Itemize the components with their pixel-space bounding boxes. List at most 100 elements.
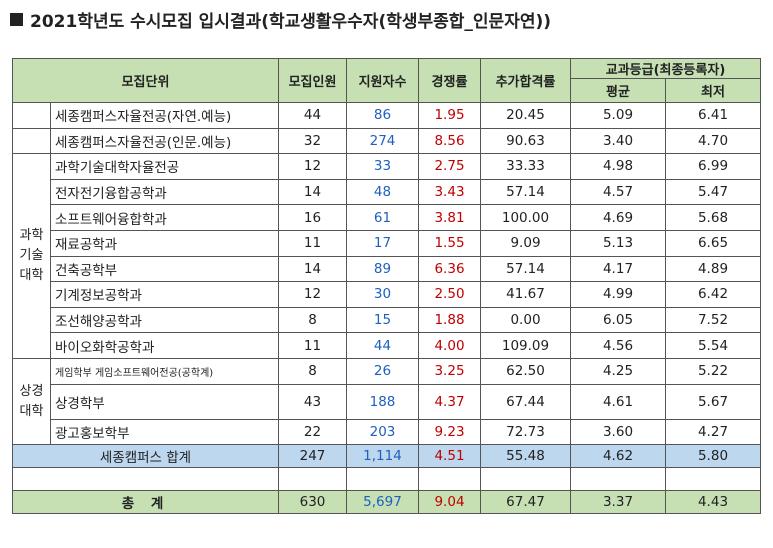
quota-cell: 630 xyxy=(278,490,347,515)
avg-cell: 5.09 xyxy=(570,102,666,129)
applicants-cell: 48 xyxy=(346,178,419,206)
unit-name: 상경학부 xyxy=(50,383,279,420)
applicants-cell: 44 xyxy=(346,332,419,359)
table-row: 광고홍보학부 22 203 9.23 72.73 3.60 4.27 xyxy=(13,418,761,446)
extra-cell: 90.63 xyxy=(480,127,571,155)
avg-cell: 4.57 xyxy=(570,178,666,206)
header-ratio: 경쟁률 xyxy=(418,58,481,103)
quota-cell: 14 xyxy=(278,178,347,206)
table-row: 세종캠퍼스자율전공(인문.예능) 32 274 8.56 90.63 3.40 … xyxy=(12,127,761,155)
avg-cell: 4.62 xyxy=(570,444,666,469)
min-cell: 4.27 xyxy=(665,418,761,446)
applicants-cell: 203 xyxy=(346,418,419,446)
college-sci: 과학 기술 대학 xyxy=(12,153,51,359)
header-unit: 모집단위 xyxy=(12,58,279,103)
min-cell: 5.80 xyxy=(665,444,761,469)
quota-cell: 12 xyxy=(278,281,347,308)
unit-name: 광고홍보학부 xyxy=(50,418,279,446)
extra-cell: 100.00 xyxy=(480,204,571,231)
min-cell: 5.54 xyxy=(665,332,761,359)
min-cell: 5.67 xyxy=(665,383,761,420)
unit-name: 재료공학과 xyxy=(50,229,279,257)
min-cell: 5.68 xyxy=(665,204,761,231)
unit-name: 조선해양공학과 xyxy=(50,306,279,334)
min-cell: 4.43 xyxy=(665,490,761,515)
header-applicants: 지원자수 xyxy=(346,58,419,103)
extra-cell: 72.73 xyxy=(480,418,571,446)
applicants-cell: 1,114 xyxy=(346,444,419,469)
total-label: 총 계 xyxy=(12,490,279,515)
college-biz: 상경 대학 xyxy=(12,357,51,446)
unit-name: 바이오화학공학과 xyxy=(50,332,279,359)
ratio-cell: 3.25 xyxy=(418,357,481,385)
applicants-cell: 33 xyxy=(346,153,419,180)
ratio-cell: 2.50 xyxy=(418,281,481,308)
header-min: 최저 xyxy=(665,78,761,103)
table-row: 기계정보공학과 12 30 2.50 41.67 4.99 6.42 xyxy=(13,281,761,308)
ratio-cell: 6.36 xyxy=(418,255,481,283)
extra-cell: 9.09 xyxy=(480,229,571,257)
table-row: 상경학부 43 188 4.37 67.44 4.61 5.67 xyxy=(13,383,761,420)
avg-cell: 4.98 xyxy=(570,153,666,180)
header-extra: 추가합격률 xyxy=(480,58,571,103)
extra-cell: 55.48 xyxy=(480,444,571,469)
extra-cell: 33.33 xyxy=(480,153,571,180)
applicants-cell: 15 xyxy=(346,306,419,334)
extra-cell: 62.50 xyxy=(480,357,571,385)
results-table: 모집단위 모집인원 지원자수 경쟁률 추가합격률 교과등급(최종등록자) 평균 … xyxy=(12,58,761,515)
applicants-cell: 17 xyxy=(346,229,419,257)
quota-cell: 32 xyxy=(278,127,347,155)
avg-cell: 6.05 xyxy=(570,306,666,334)
quota-cell: 14 xyxy=(278,255,347,283)
unit-name: 게임학부 게임소프트웨어전공(공학계) xyxy=(50,357,279,385)
applicants-cell: 89 xyxy=(346,255,419,283)
applicants-cell: 86 xyxy=(346,102,419,129)
header-grade-group: 교과등급(최종등록자) xyxy=(570,58,761,79)
quota-cell: 247 xyxy=(278,444,347,469)
avg-cell: 3.37 xyxy=(570,490,666,515)
min-cell: 4.89 xyxy=(665,255,761,283)
quota-cell: 11 xyxy=(278,332,347,359)
min-cell: 6.41 xyxy=(665,102,761,129)
table-row: 세종캠퍼스자율전공(자연.예능) 44 86 1.95 20.45 5.09 6… xyxy=(12,102,761,129)
avg-cell: 4.25 xyxy=(570,357,666,385)
unit-name: 전자전기융합공학과 xyxy=(50,178,279,206)
applicants-cell: 5,697 xyxy=(346,490,419,515)
ratio-cell: 4.37 xyxy=(418,383,481,420)
quota-cell: 16 xyxy=(278,204,347,231)
table-row: 소프트웨어융합학과 16 61 3.81 100.00 4.69 5.68 xyxy=(13,204,761,231)
subtotal-row: 세종캠퍼스 합계 247 1,114 4.51 55.48 4.62 5.80 xyxy=(12,444,761,469)
table-row: 건축공학부 14 89 6.36 57.14 4.17 4.89 xyxy=(13,255,761,283)
applicants-cell: 274 xyxy=(346,127,419,155)
min-cell: 6.42 xyxy=(665,281,761,308)
ratio-cell: 4.51 xyxy=(418,444,481,469)
college-cell xyxy=(12,102,51,129)
extra-cell: 57.14 xyxy=(480,178,571,206)
extra-cell: 57.14 xyxy=(480,255,571,283)
avg-cell: 4.17 xyxy=(570,255,666,283)
applicants-cell: 30 xyxy=(346,281,419,308)
applicants-cell: 26 xyxy=(346,357,419,385)
blank-row xyxy=(12,467,761,492)
extra-cell: 0.00 xyxy=(480,306,571,334)
min-cell: 6.99 xyxy=(665,153,761,180)
quota-cell: 12 xyxy=(278,153,347,180)
avg-cell: 3.60 xyxy=(570,418,666,446)
min-cell: 6.65 xyxy=(665,229,761,257)
quota-cell: 8 xyxy=(278,306,347,334)
avg-cell: 4.99 xyxy=(570,281,666,308)
ratio-cell: 1.88 xyxy=(418,306,481,334)
subtotal-label: 세종캠퍼스 합계 xyxy=(12,444,279,469)
quota-cell: 22 xyxy=(278,418,347,446)
applicants-cell: 61 xyxy=(346,204,419,231)
title-text: 2021학년도 수시모집 입시결과(학교생활우수자(학생부종합_인문자연)) xyxy=(30,11,552,32)
unit-name: 건축공학부 xyxy=(50,255,279,283)
extra-cell: 67.44 xyxy=(480,383,571,420)
square-bullet-icon xyxy=(10,12,23,26)
unit-name: 기계정보공학과 xyxy=(50,281,279,308)
min-cell: 5.47 xyxy=(665,178,761,206)
ratio-cell: 3.81 xyxy=(418,204,481,231)
total-row: 총 계 630 5,697 9.04 67.47 3.37 4.43 xyxy=(12,490,761,515)
table-row: 재료공학과 11 17 1.55 9.09 5.13 6.65 xyxy=(13,229,761,257)
extra-cell: 41.67 xyxy=(480,281,571,308)
